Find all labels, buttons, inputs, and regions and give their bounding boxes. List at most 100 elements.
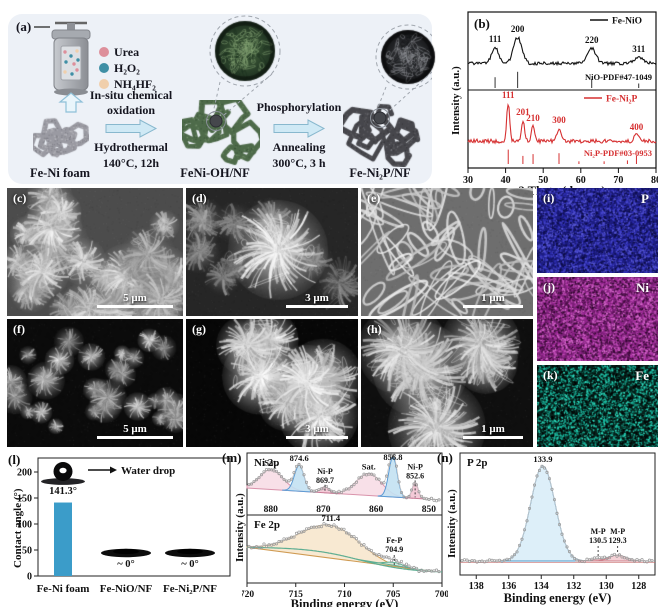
xps-data-point [429,496,434,500]
reagent-h2o2-label: H₂O₂ [114,61,140,75]
scheme-overlay-graphics [34,15,432,138]
xps-data-point [292,535,296,539]
green-nanoflower-inset [214,20,276,82]
xps-data-point [399,559,404,563]
xps-data-point [369,549,374,553]
bar-value-label: ~ 0° [181,559,199,570]
eds-map-ni: (j) Ni [537,277,658,361]
peak-label: 400 [630,122,644,132]
xps-data-point [247,544,251,548]
xps-annotation: Fe-P [386,536,402,545]
contact-angle-chart: 0 50 100 150 200 Fe-Ni foam Fe-NiO/NF Fe-Ni₂P/N… [17,457,231,595]
xps-data-point [512,553,517,557]
xps-data-point [339,490,344,494]
xps-data-point [650,559,654,563]
xps-data-point [347,532,351,536]
xps-data-point [542,466,547,470]
ref-label-nio: NiO-PDF#47-1049 [585,72,652,82]
xps-data-point [532,483,537,487]
contact-angle-y-axis-title: Contact angle (°) [12,488,24,568]
droplet-surface [41,478,85,485]
sem-texture-c [7,188,183,316]
xps-data-point [274,542,279,546]
xps-data-point [327,523,331,527]
x-tick-label: 715 [289,590,304,600]
xps-data-point [289,477,294,481]
xps-data-point [412,482,416,486]
x-tick-label: 850 [422,505,437,515]
fe-ni-foam-illustration [33,108,89,166]
xps-data-point [637,559,642,563]
xps-data-point [560,532,564,536]
xps-m-x-axis-title: Binding energy (eV) [291,597,399,607]
y-tick-label: 200 [17,468,32,479]
peak-label: 300 [552,115,566,125]
x-tick-label: 128 [631,581,646,592]
xps-n-x-axis-title: Binding energy (eV) [504,591,612,605]
element-label-ni: Ni [636,280,649,295]
xps-data-point [404,496,409,500]
xps-data-point [384,555,389,559]
xps-annotation: 133.9 [533,454,552,464]
step1-line4: 140°C, 12h [102,156,160,170]
xps-data-point [252,479,256,484]
xps-data-point [387,463,391,467]
x-tick-label: 860 [369,505,384,515]
xps-data-point [364,546,369,550]
x-tick-label: 138 [469,581,484,592]
xps-data-point [307,486,311,490]
xps-data-point [540,464,544,468]
xps-data-point [259,545,264,550]
xps-data-point [329,524,334,528]
sem-image-f: (f) 5 μm [7,319,183,447]
xps-data-point [407,494,411,498]
x-tick-label: 720 [242,590,254,600]
element-label-p: P [641,191,649,206]
xps-data-point [292,471,296,475]
scale-bar-text: 1 μm [481,292,505,304]
xps-data-point [434,568,439,572]
step2-line1: Phosphorylation [256,100,342,114]
sem-texture-d [186,188,358,316]
feni-oh-foam-illustration [182,100,260,167]
sem-image-d: (d) 3 μm [186,188,358,316]
xps-data-point [507,557,512,562]
xps-annotation: Sat. [362,461,376,471]
xps-data-point [419,568,424,572]
contact-angle-bar [54,502,72,576]
material-fe-ni2p-nf: Fe-Ni₂P/NF [349,166,411,180]
eds-texture-p [537,188,658,273]
x-tick-label: 30 [463,175,473,186]
x-tick-label: 705 [386,590,401,600]
sem-image-h: (h) 1 μm [361,319,533,447]
xps-annotation: 874.6 [290,453,309,463]
xps-data-point [279,539,284,543]
xps-data-point [640,558,644,562]
xps-data-point [332,523,336,527]
xps-data-point [409,488,414,492]
category-label: Fe-Ni foam [37,583,90,595]
xps-data-point [502,558,507,562]
eds-texture-fe [537,365,658,447]
xps-data-point [547,477,552,481]
xps-data-point [322,522,326,526]
x-tick-label: 40 [501,175,511,186]
material-feni-oh-nf: FeNi-OH/NF [180,166,250,180]
material-fe-ni-foam: Fe-Ni foam [29,166,91,180]
xrd-chart: 3040506070802 Theta (degree)111200220311… [463,11,658,196]
panel-letter-b: (b) [474,16,490,31]
panel-letter-f: (f) [13,322,25,336]
xps-data-point [527,506,532,510]
panel-letter-k: (k) [543,368,558,382]
sem-image-e: (e) 1 μm [361,188,533,316]
xps-data-point [417,490,421,494]
xps-data-point [530,495,534,499]
xps-data-point [257,476,261,480]
xps-data-point [294,531,299,535]
element-label-fe: Fe [635,368,649,383]
xps-data-point [304,480,309,484]
scale-bar-d: 3 μm [286,292,348,308]
xps-data-point [344,531,349,535]
xps-data-point [367,547,371,551]
y-tick-label: 150 [17,494,32,505]
